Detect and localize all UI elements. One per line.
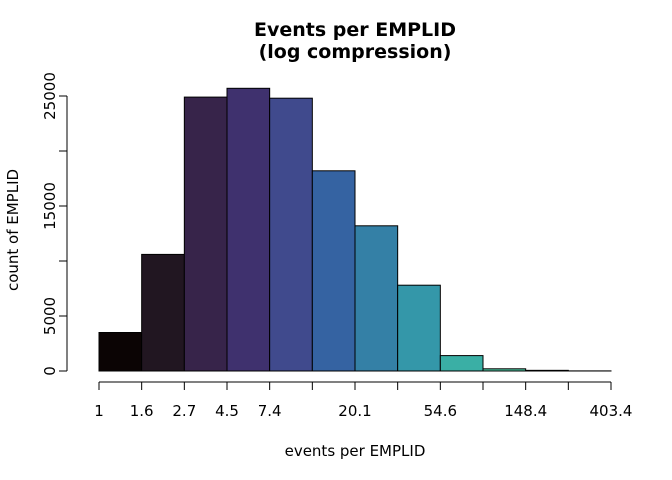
y-axis-label: count of EMPLID <box>4 169 22 291</box>
x-tick-label: 148.4 <box>504 402 547 420</box>
chart-subtitle: (log compression) <box>259 41 452 63</box>
x-tick-label: 4.5 <box>215 402 239 420</box>
chart-title: Events per EMPLID <box>254 19 456 41</box>
x-tick-label: 1.6 <box>130 402 154 420</box>
y-tick-label: 5000 <box>41 297 59 335</box>
histogram-bar <box>525 369 569 372</box>
histogram-bar <box>141 253 185 372</box>
histogram-bar <box>183 96 228 372</box>
histogram-bar <box>226 87 271 372</box>
histogram-bar <box>98 332 143 372</box>
x-tick-label: 1 <box>94 402 104 420</box>
x-tick-label: 54.6 <box>424 402 457 420</box>
x-tick-label: 7.4 <box>258 402 282 420</box>
y-tick-label: 25000 <box>41 72 59 120</box>
histogram-bar <box>439 355 484 372</box>
y-tick-label: 0 <box>41 366 59 376</box>
bars <box>98 87 612 372</box>
y-tick-label: 15000 <box>41 182 59 230</box>
x-tick-label: 2.7 <box>172 402 196 420</box>
y-axis: 0 5000 15000 25000 <box>41 72 68 376</box>
x-axis: 1 1.6 2.7 4.5 7.4 20.1 54.6 148.4 403.4 <box>94 381 633 420</box>
histogram-bar <box>269 97 313 372</box>
x-tick-label: 20.1 <box>338 402 371 420</box>
histogram-bar <box>354 225 399 372</box>
histogram-bar <box>482 368 527 372</box>
histogram-bar <box>397 284 441 372</box>
x-axis-label: events per EMPLID <box>285 442 426 460</box>
x-tick-label: 403.4 <box>590 402 633 420</box>
histogram-bar <box>311 170 356 372</box>
